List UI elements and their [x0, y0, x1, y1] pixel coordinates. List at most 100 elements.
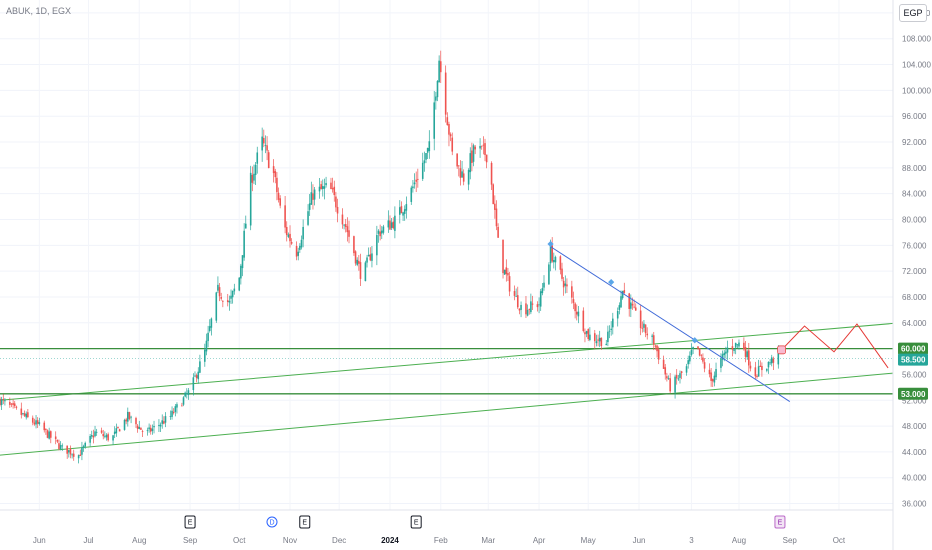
candle-body — [118, 429, 121, 432]
candle-body — [595, 341, 598, 344]
currency-badge[interactable]: EGP — [899, 4, 927, 22]
candle-body — [610, 328, 612, 330]
candle-body — [46, 430, 49, 438]
candle-body — [621, 291, 624, 299]
candle-body — [459, 168, 462, 178]
candle-body — [15, 406, 18, 408]
candle-body — [403, 209, 406, 214]
event-label: D — [269, 520, 274, 527]
candle-body — [480, 145, 483, 147]
candle-body — [387, 220, 390, 228]
candle-body — [507, 272, 509, 276]
candle-body — [233, 288, 236, 292]
candle-body — [354, 251, 357, 264]
candle-body — [711, 379, 714, 382]
candle-body — [366, 257, 368, 263]
x-tick-label: Dec — [332, 536, 346, 545]
candle-body — [353, 236, 355, 254]
candle-body — [746, 351, 748, 358]
candle-body — [389, 220, 391, 230]
candle-body — [254, 164, 257, 176]
candle-body — [471, 150, 473, 163]
candle-body — [66, 445, 68, 454]
y-tick-label: 100.000 — [902, 86, 931, 95]
candle-body — [43, 422, 46, 431]
candle-body — [321, 186, 324, 190]
candle-body — [628, 293, 630, 309]
candle-body — [412, 186, 414, 189]
candle-body — [149, 427, 152, 432]
candle-body — [58, 443, 60, 449]
candle-body — [698, 348, 701, 356]
candle-body — [263, 137, 265, 144]
candle-body — [520, 304, 522, 310]
price-label-bg — [898, 353, 928, 366]
candle-body — [616, 310, 619, 319]
trend-line — [550, 246, 791, 402]
candle-body — [680, 371, 683, 374]
candle-body — [364, 262, 367, 282]
candle-body — [492, 184, 494, 205]
candle-body — [113, 431, 116, 435]
x-tick-label: 3 — [689, 536, 694, 545]
candle-body — [81, 447, 83, 455]
candle-body — [612, 318, 614, 328]
candle-body — [20, 408, 23, 415]
candle-body — [449, 134, 452, 137]
candle-body — [217, 284, 219, 291]
candle-body — [130, 416, 132, 418]
candle-body — [82, 446, 85, 448]
candle-body — [379, 231, 381, 237]
candle-body — [462, 173, 465, 182]
price-label: 53.000 — [901, 390, 926, 399]
time-axis[interactable]: Jun Jul Aug Sep Oct Nov Dec 2024 Feb Mar Apr May Jun… — [33, 536, 846, 545]
candle-body — [608, 330, 611, 332]
symbol-title: ABUK, 1D, EGX — [6, 6, 72, 16]
candle-body — [497, 226, 499, 238]
candle-body — [123, 419, 126, 430]
candle-body — [2, 398, 5, 400]
candle-body — [726, 347, 729, 353]
candle-body — [107, 434, 109, 441]
candle-body — [744, 347, 747, 357]
candle-body — [256, 152, 259, 164]
candle-body — [777, 349, 780, 365]
candle-body — [0, 398, 1, 406]
candle-body — [438, 60, 440, 83]
candle-body — [630, 302, 632, 309]
candle-body — [297, 251, 300, 256]
event-label: E — [414, 520, 419, 527]
candle-body — [312, 193, 314, 200]
candle-body — [448, 124, 450, 135]
pivot-marker — [691, 337, 698, 344]
candle-body — [163, 421, 165, 424]
candle-body — [561, 268, 563, 279]
candle-body — [25, 413, 28, 418]
candle-body — [148, 427, 150, 430]
x-tick-label: Sep — [183, 536, 198, 545]
candle-body — [208, 326, 211, 331]
y-tick-label: 48.000 — [902, 422, 927, 431]
candle-body — [593, 333, 596, 342]
candle-body — [494, 203, 496, 210]
candle-body — [49, 431, 52, 438]
candle-body — [474, 146, 476, 150]
candle-body — [662, 359, 665, 369]
candle-body — [703, 362, 706, 369]
candle-body — [598, 337, 601, 342]
candle-body — [300, 239, 303, 248]
price-axis[interactable]: 36.000 40.000 44.000 48.000 52.000 56.000 60.0… — [902, 9, 931, 509]
price-label: 58.500 — [901, 356, 926, 365]
candle-body — [71, 454, 73, 456]
grid — [0, 0, 893, 510]
candle-body — [343, 224, 345, 226]
candle-body — [725, 351, 727, 354]
candle-body — [244, 223, 247, 229]
candle-body — [140, 427, 142, 430]
candle-body — [697, 346, 699, 349]
candle-body — [410, 187, 413, 202]
candle-body — [23, 413, 26, 416]
candle-body — [276, 177, 278, 193]
